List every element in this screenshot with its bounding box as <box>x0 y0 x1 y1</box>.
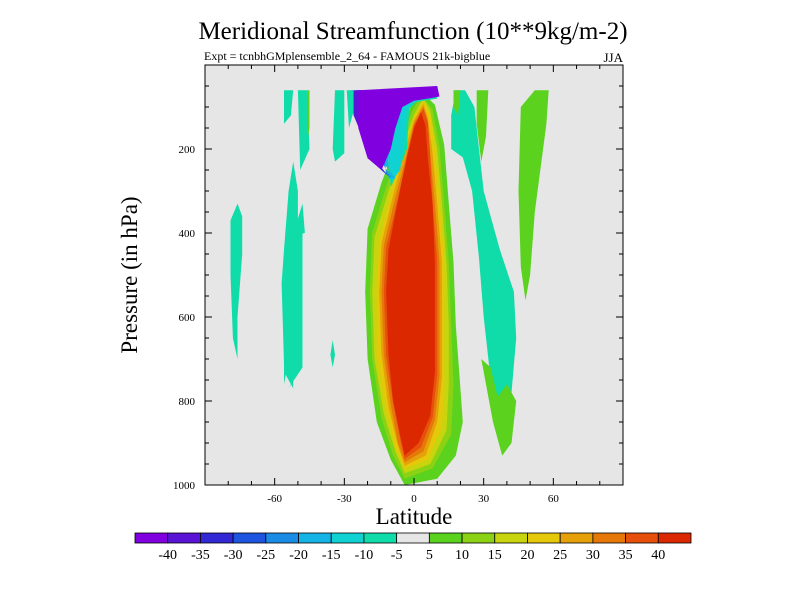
contour-region-20 <box>288 203 303 389</box>
y-axis-label: Pressure (in hPa) <box>117 196 142 353</box>
contour-region-29 <box>481 359 517 456</box>
contour-region-17 <box>284 203 305 389</box>
contour-region-30 <box>307 90 310 141</box>
colorbar-swatch <box>200 532 234 544</box>
colorbar-swatch <box>559 532 594 544</box>
colorbar-label: 25 <box>553 548 567 563</box>
experiment-subtitle: Expt = tcnbhGMplensemble_2_64 - FAMOUS 2… <box>204 49 490 63</box>
colorbar-label: -30 <box>224 548 243 563</box>
colorbar-label: 20 <box>520 548 534 563</box>
contour-region-21 <box>332 90 345 162</box>
colorbar-swatch <box>527 532 561 544</box>
y-tick-label: 200 <box>179 144 196 156</box>
contour-region-15 <box>358 86 440 170</box>
y-tick-label: 800 <box>179 396 196 408</box>
contour-region-26 <box>476 90 489 162</box>
colorbar-swatch <box>330 532 365 544</box>
x-tick-label: 60 <box>548 493 560 505</box>
colorbar-label: 35 <box>619 548 633 563</box>
colorbar-label: 40 <box>651 548 665 563</box>
colorbar-swatch <box>657 532 692 544</box>
x-tick-label: 30 <box>478 493 490 505</box>
colorbar-swatch <box>494 532 528 544</box>
colorbar-swatch <box>428 532 463 544</box>
colorbar-label: -10 <box>355 548 374 563</box>
colorbar-label: 5 <box>426 548 433 563</box>
contour-region-18 <box>230 203 243 359</box>
colorbar-swatch <box>461 532 496 544</box>
contour-region-27 <box>453 90 461 116</box>
x-tick-label: 0 <box>411 493 417 505</box>
contour-region-7 <box>386 112 435 456</box>
colorbar-swatch <box>167 532 201 544</box>
contour-region-28 <box>518 90 549 301</box>
contour-fills <box>230 86 549 485</box>
contour-region-24 <box>284 90 294 124</box>
contour-region-23 <box>297 90 310 170</box>
season-label: JJA <box>603 50 623 65</box>
chart-title: Meridional Streamfunction (10**9kg/m-2) <box>198 18 627 45</box>
colorbar-label: -20 <box>289 548 308 563</box>
contour-region-22 <box>346 90 354 128</box>
colorbar-swatch <box>265 532 299 544</box>
y-tick-label: 400 <box>179 228 196 240</box>
y-tick-label: 600 <box>179 312 196 324</box>
colorbar-label: 15 <box>488 548 502 563</box>
colorbar-swatch <box>363 532 398 544</box>
colorbar-label: -40 <box>158 548 177 563</box>
colorbar-swatch <box>396 532 430 544</box>
contour-region-19 <box>330 340 335 368</box>
colorbar-label: -25 <box>256 548 275 563</box>
colorbar-label: -15 <box>322 548 341 563</box>
colorbar-swatch <box>592 532 626 544</box>
colorbar: -40 -35 -30 -25 -20 -15 -10 -5 5 10 15 20 25 30 35 40 <box>134 532 692 563</box>
colorbar-swatch <box>232 532 267 544</box>
colorbar-label: -35 <box>191 548 210 563</box>
y-tick-label: 1000 <box>173 480 196 492</box>
colorbar-swatch <box>625 532 659 544</box>
colorbar-label: 10 <box>455 548 469 563</box>
colorbar-label: 30 <box>586 548 600 563</box>
contour-region-25 <box>451 90 517 443</box>
colorbar-swatch <box>134 532 169 544</box>
x-axis-label: Latitude <box>376 504 453 529</box>
colorbar-swatch <box>298 532 332 544</box>
colorbar-label: -5 <box>391 548 403 563</box>
x-tick-label: -60 <box>267 493 282 505</box>
x-tick-label: -30 <box>337 493 352 505</box>
axis-ticks: -60 -30 0 30 60 200 400 600 800 1000 <box>173 64 624 505</box>
